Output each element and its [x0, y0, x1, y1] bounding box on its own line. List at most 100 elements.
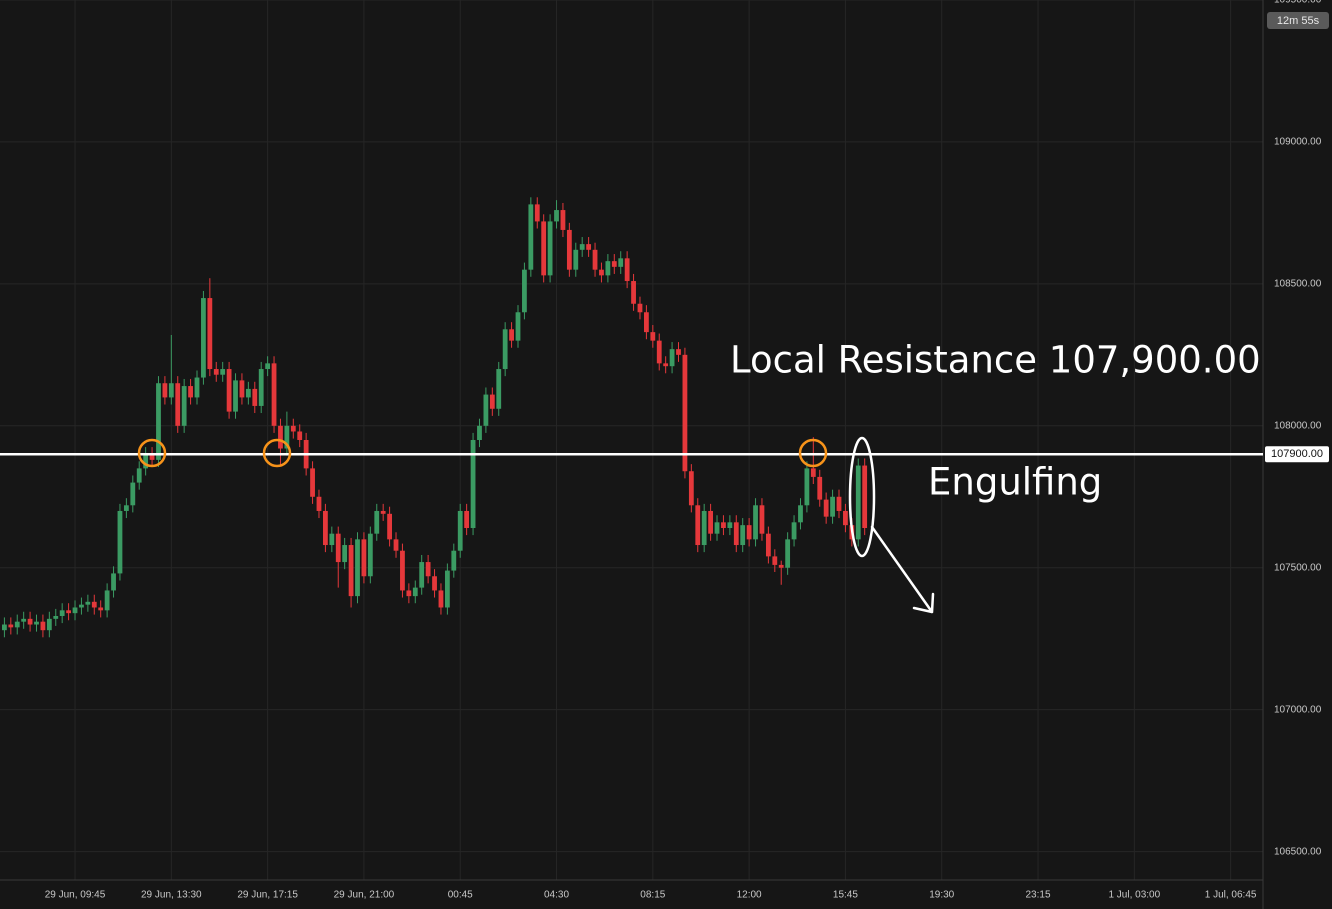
countdown: 12m 55s: [1277, 15, 1320, 27]
touch-circle: [262, 438, 292, 468]
candle-body: [156, 383, 161, 460]
candle-body: [168, 383, 174, 398]
candle-body: [586, 244, 592, 250]
x-tick-label: 29 Jun, 09:45: [45, 890, 106, 901]
candle-body: [27, 618, 33, 625]
candle-body: [53, 616, 59, 619]
candle-body: [149, 454, 155, 460]
touch-circle: [798, 438, 828, 468]
candle-body: [753, 505, 758, 540]
candle-body: [778, 564, 784, 568]
candle-body: [310, 468, 315, 497]
candle-body: [91, 601, 97, 608]
candle-body: [470, 440, 476, 528]
down-arrow: [870, 525, 935, 614]
candle-body: [560, 210, 566, 230]
candle-body: [618, 258, 624, 267]
x-tick-label: 19:30: [929, 890, 954, 901]
candle-body: [406, 590, 412, 597]
candle-body: [534, 204, 540, 222]
candle-body: [496, 369, 502, 409]
candle-body: [258, 369, 264, 406]
overlay: 107900.00: [0, 446, 1329, 463]
candle-body: [611, 261, 617, 267]
candle-body: [843, 510, 848, 526]
candle-body: [624, 258, 630, 282]
candle-body: [361, 539, 367, 577]
candle-body: [194, 377, 200, 398]
candle-body: [104, 590, 110, 611]
annotation: Local Resistance 107,900.00: [730, 339, 1261, 382]
y-tick-label: 109000.00: [1274, 137, 1322, 148]
candle-body: [862, 465, 868, 528]
candle-body: [682, 354, 688, 472]
candle-body: [772, 556, 778, 565]
candle-body: [66, 610, 71, 614]
candle-body: [669, 349, 675, 367]
candle-body: [117, 510, 123, 574]
candle-body: [297, 431, 303, 440]
candle-body: [714, 522, 720, 534]
candle-body: [502, 329, 508, 370]
candle-body: [663, 363, 669, 367]
candle-body: [412, 587, 418, 597]
x-tick-label: 1 Jul, 03:00: [1108, 890, 1160, 901]
candle-body: [644, 312, 649, 333]
candle-body: [316, 496, 322, 511]
x-tick-label: 23:15: [1026, 890, 1051, 901]
x-tick-label: 1 Jul, 06:45: [1205, 890, 1257, 901]
candle-body: [143, 454, 149, 469]
candle-body: [522, 269, 527, 313]
candle-body: [335, 533, 341, 563]
candle-body: [201, 298, 206, 378]
candle-body: [541, 221, 547, 276]
grid: [0, 0, 1263, 880]
candle-body: [367, 533, 373, 577]
candle-body: [432, 576, 437, 591]
candle-body: [509, 329, 514, 341]
candle-body: [688, 471, 694, 506]
candle-body: [451, 550, 457, 571]
candle-body: [111, 573, 116, 591]
candle-body: [220, 369, 226, 375]
candle-body: [605, 261, 611, 276]
candle-body: [290, 425, 296, 432]
candle-body: [650, 332, 656, 341]
candle-body: [387, 513, 392, 540]
candle-body: [599, 269, 604, 276]
candle-body: [425, 562, 431, 577]
candle-body: [515, 312, 521, 341]
candle-body: [804, 468, 810, 506]
candle-body: [323, 510, 328, 546]
candles: [2, 197, 868, 638]
candle-body: [213, 369, 219, 375]
x-tick-label: 08:15: [640, 890, 665, 901]
candle-body: [708, 510, 713, 534]
candle-body: [791, 522, 797, 540]
x-tick-label: 29 Jun, 21:00: [334, 890, 395, 901]
candle-body: [727, 522, 733, 528]
resistance-label-box: [1265, 446, 1329, 463]
candle-body: [592, 249, 598, 270]
candle-body: [98, 607, 104, 611]
candle-body: [130, 482, 136, 506]
candle-body: [342, 545, 348, 563]
candle-body: [637, 303, 643, 313]
candle-body: [85, 601, 91, 605]
candle-body: [400, 550, 405, 591]
candle-body: [457, 510, 463, 551]
candle-body: [329, 533, 335, 546]
candle-body: [2, 624, 7, 631]
candle-body: [656, 340, 662, 364]
x-tick-label: 00:45: [448, 890, 473, 901]
candle-body: [721, 522, 726, 528]
candle-body: [765, 533, 771, 557]
candle-body: [72, 607, 78, 614]
candle-body: [444, 570, 450, 608]
candle-body: [278, 425, 283, 449]
touch-circle: [137, 438, 167, 468]
candle-body: [464, 510, 470, 528]
candle-body: [489, 394, 495, 409]
candle-body: [46, 618, 52, 631]
engulfing-ellipse: [848, 436, 876, 558]
